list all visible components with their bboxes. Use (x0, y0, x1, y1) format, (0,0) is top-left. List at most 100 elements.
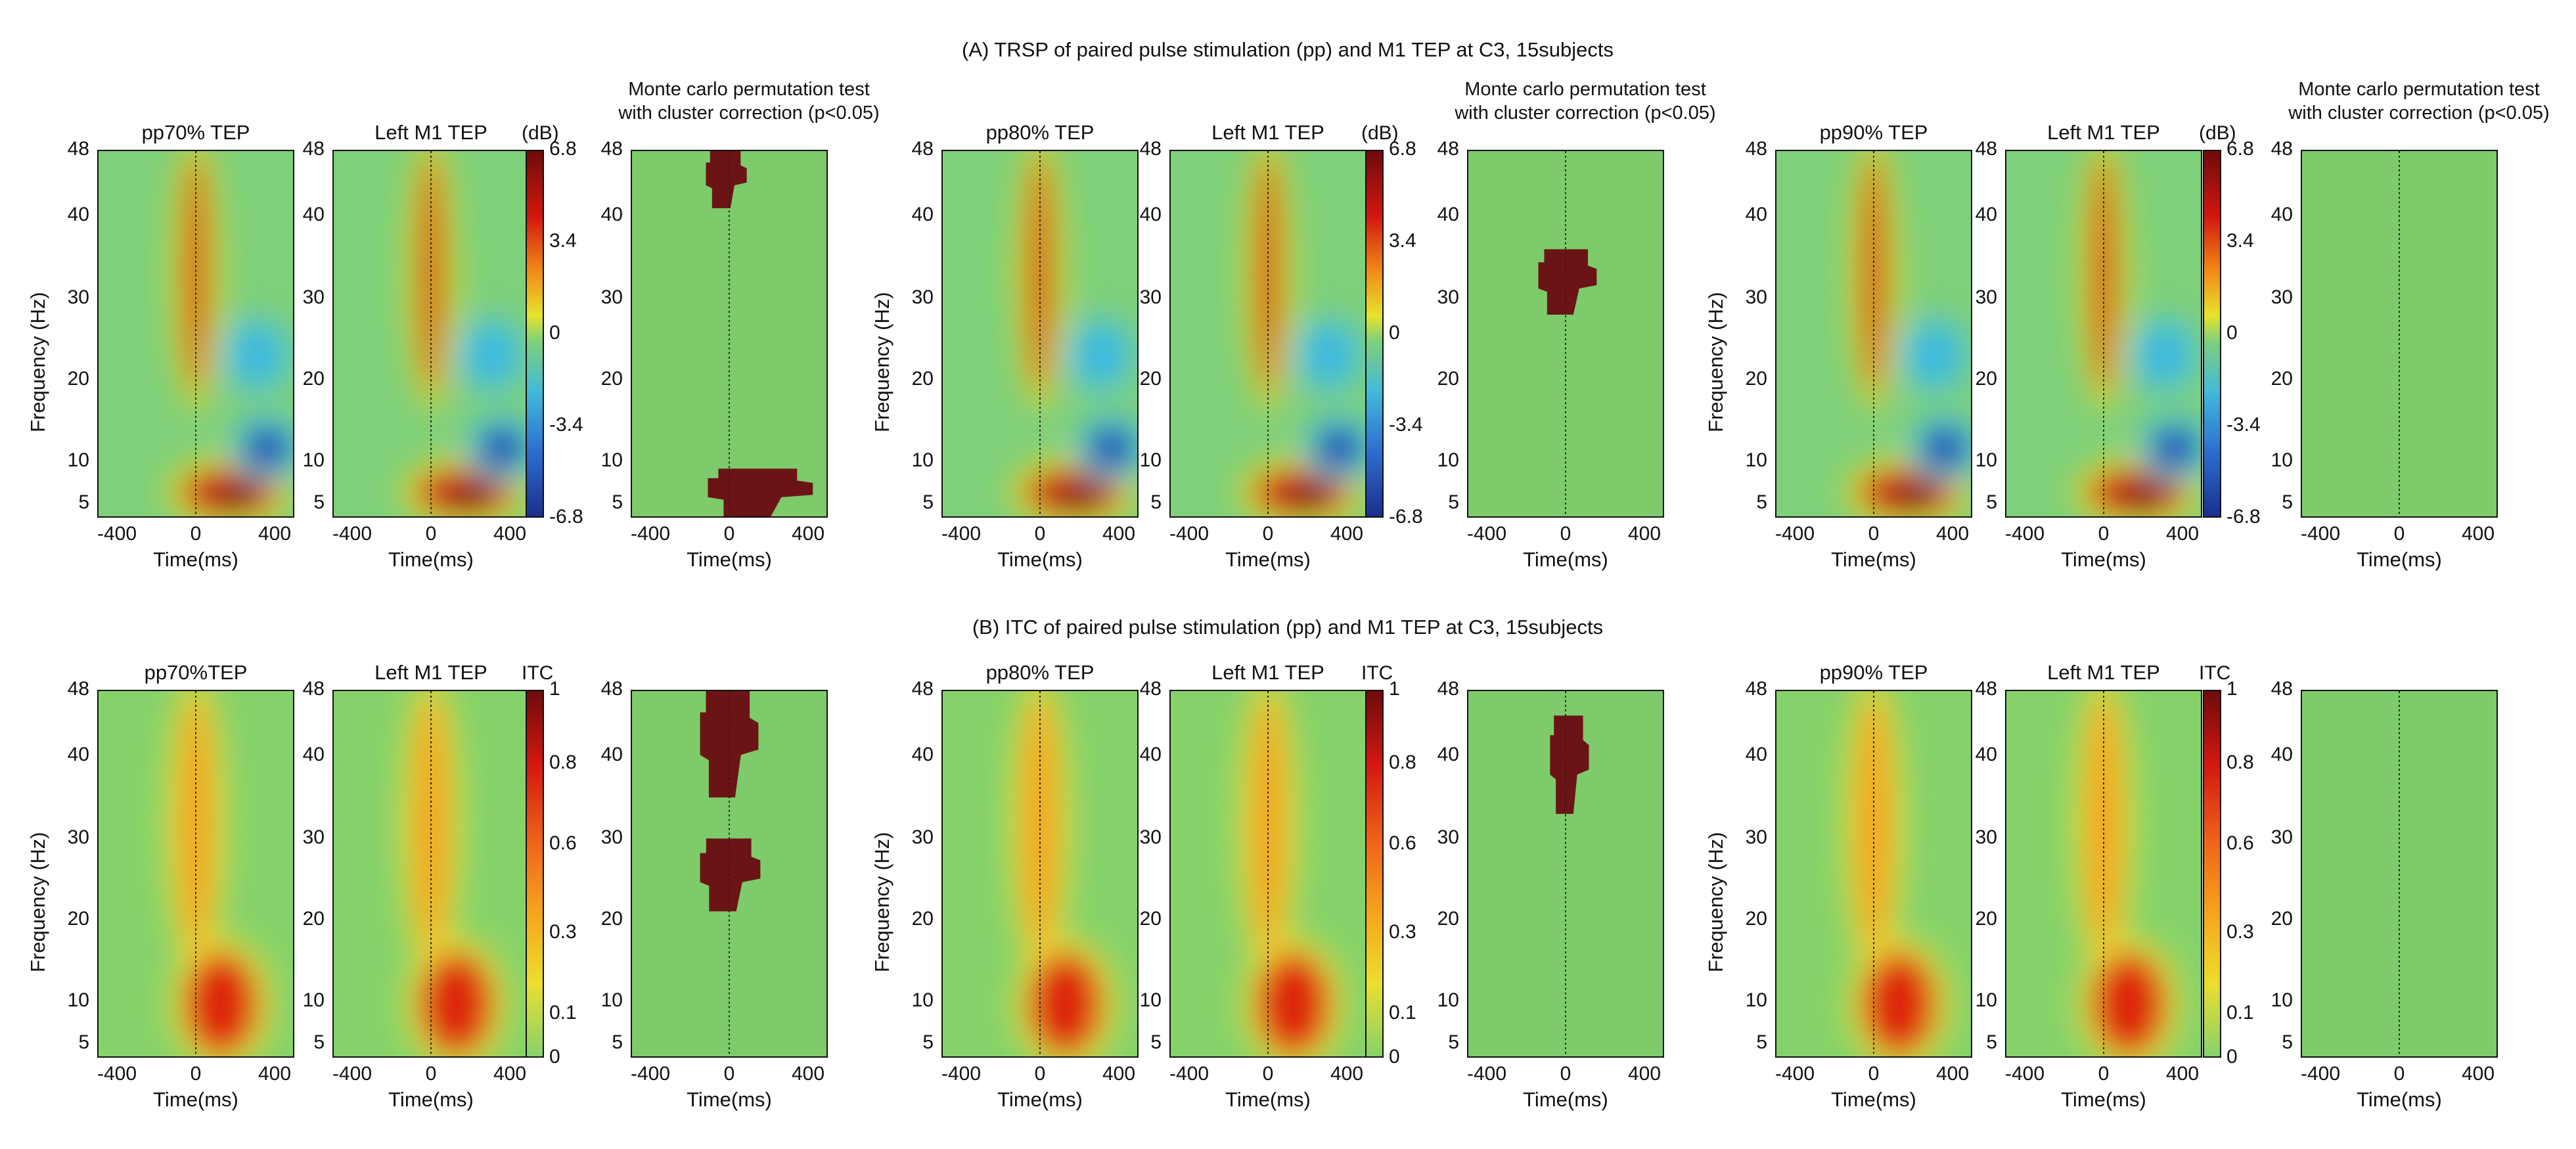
x-axis-label: Time(ms) (153, 1088, 238, 1111)
y-tick-label: 40 (911, 204, 934, 225)
y-tick-label: 10 (67, 449, 89, 471)
m1-heatmap (2005, 690, 2202, 1058)
y-tick-label: 5 (1756, 491, 1767, 513)
panel-title: (A) TRSP of paired pulse stimulation (pp… (962, 38, 1614, 61)
y-tick-label: 5 (313, 1031, 325, 1053)
heatmap-blob (1089, 428, 1134, 469)
heatmap-blob (419, 951, 493, 1056)
y-tick-label: 10 (600, 449, 623, 471)
x-tick-label: 400 (1102, 1063, 1136, 1085)
y-tick-label: 5 (1756, 1031, 1767, 1053)
tep-plot-title: pp70% TEP (141, 121, 250, 144)
colorbar-unit-label: ITC (2199, 662, 2231, 684)
x-tick-label: 0 (1034, 523, 1046, 545)
y-tick-label: 20 (911, 368, 934, 390)
y-tick-label: 30 (600, 826, 623, 848)
x-tick-label: 400 (493, 1063, 527, 1085)
heatmap-peak (1283, 485, 1332, 510)
x-axis-label: Time(ms) (1225, 548, 1311, 571)
m1-plot-title: Left M1 TEP (1211, 121, 1324, 144)
y-tick-label: 5 (1448, 1031, 1459, 1053)
significant-cluster (706, 151, 747, 208)
x-tick-label: -400 (2004, 523, 2045, 545)
heatmap-svg (334, 151, 528, 516)
colorbar-tick-label: 0 (549, 322, 560, 344)
x-tick-label: 400 (258, 1063, 292, 1085)
stat-svg (632, 691, 826, 1056)
heatmap-svg (1776, 691, 1971, 1056)
x-tick-label: -400 (941, 523, 982, 545)
heatmap-svg (99, 151, 293, 516)
y-tick-label: 40 (1437, 744, 1459, 765)
x-tick-label: 0 (1868, 523, 1880, 545)
y-tick-label: 10 (911, 989, 934, 1011)
y-tick-label: 30 (911, 826, 934, 848)
colorbar-tick-label: -6.8 (549, 506, 583, 528)
x-tick-label: -400 (1466, 1063, 1507, 1085)
x-tick-label: 0 (2393, 1063, 2405, 1085)
colorbar (1365, 690, 1384, 1058)
stat-svg (2302, 691, 2497, 1056)
permutation-test-map (631, 150, 828, 518)
m1-plot-title: Left M1 TEP (374, 121, 487, 144)
permutation-test-map (2301, 150, 2498, 518)
y-tick-label: 10 (1437, 449, 1459, 471)
y-axis-label: Frequency (Hz) (1704, 292, 1727, 432)
heatmap-blob (1922, 428, 1968, 469)
x-tick-label: -400 (2300, 523, 2341, 545)
x-tick-label: 0 (1262, 1063, 1274, 1085)
x-tick-label: -400 (2300, 1063, 2341, 1085)
x-tick-label: 400 (791, 523, 825, 545)
y-tick-label: 20 (2271, 908, 2293, 930)
y-tick-label: 10 (302, 989, 325, 1011)
y-tick-label: 48 (1139, 138, 1162, 160)
y-tick-label: 5 (313, 491, 325, 513)
colorbar-tick-label: 1 (1389, 678, 1400, 700)
y-tick-label: 40 (600, 204, 623, 225)
tep-plot-title: pp90% TEP (1819, 121, 1928, 144)
y-tick-label: 30 (67, 286, 89, 308)
y-tick-label: 10 (1745, 989, 1767, 1011)
heatmap-blob (1028, 151, 1052, 396)
y-tick-label: 40 (302, 744, 325, 765)
stat-plot-title: Monte carlo permutation test with cluster… (519, 78, 979, 125)
colorbar-tick-label: 0 (2226, 322, 2238, 344)
colorbar-tick-label: 0 (549, 1046, 560, 1068)
x-axis-label: Time(ms) (687, 1088, 772, 1111)
x-tick-label: 0 (190, 1063, 202, 1085)
x-axis-label: Time(ms) (388, 1088, 474, 1111)
tep-plot-title: pp90% TEP (1819, 661, 1928, 684)
tep-plot-title: pp70%TEP (144, 661, 248, 684)
x-axis-label: Time(ms) (2357, 548, 2442, 571)
significant-cluster (708, 468, 813, 516)
y-tick-label: 40 (1745, 744, 1767, 765)
heatmap-peak (211, 485, 260, 510)
x-tick-label: 0 (1034, 1063, 1046, 1085)
heatmap-svg (943, 151, 1137, 516)
y-tick-label: 20 (302, 368, 325, 390)
tep-heatmap (1775, 150, 1972, 518)
y-tick-label: 40 (1975, 204, 1997, 225)
x-tick-label: 400 (1102, 523, 1136, 545)
x-tick-label: 400 (2165, 1063, 2200, 1085)
permutation-test-map (631, 690, 828, 1058)
y-axis-label: Frequency (Hz) (26, 832, 49, 972)
y-tick-label: 48 (1745, 138, 1767, 160)
x-axis-label: Time(ms) (1831, 548, 1916, 571)
y-tick-label: 48 (600, 138, 623, 160)
y-tick-label: 40 (911, 744, 934, 765)
y-tick-label: 20 (1437, 908, 1459, 930)
y-tick-label: 48 (2271, 678, 2293, 700)
heatmap-blob (2142, 330, 2186, 380)
y-tick-label: 5 (1986, 491, 1997, 513)
panel-title: (B) ITC of paired pulse stimulation (pp)… (972, 616, 1604, 639)
x-axis-label: Time(ms) (1523, 1088, 1608, 1111)
y-tick-label: 30 (1139, 826, 1162, 848)
colorbar (526, 690, 544, 1058)
x-tick-label: 400 (1330, 523, 1364, 545)
y-tick-label: 40 (67, 204, 89, 225)
y-tick-label: 10 (600, 989, 623, 1011)
y-tick-label: 10 (1139, 449, 1162, 471)
tep-plot-title: pp80% TEP (985, 121, 1095, 144)
y-tick-label: 5 (1150, 1031, 1162, 1053)
